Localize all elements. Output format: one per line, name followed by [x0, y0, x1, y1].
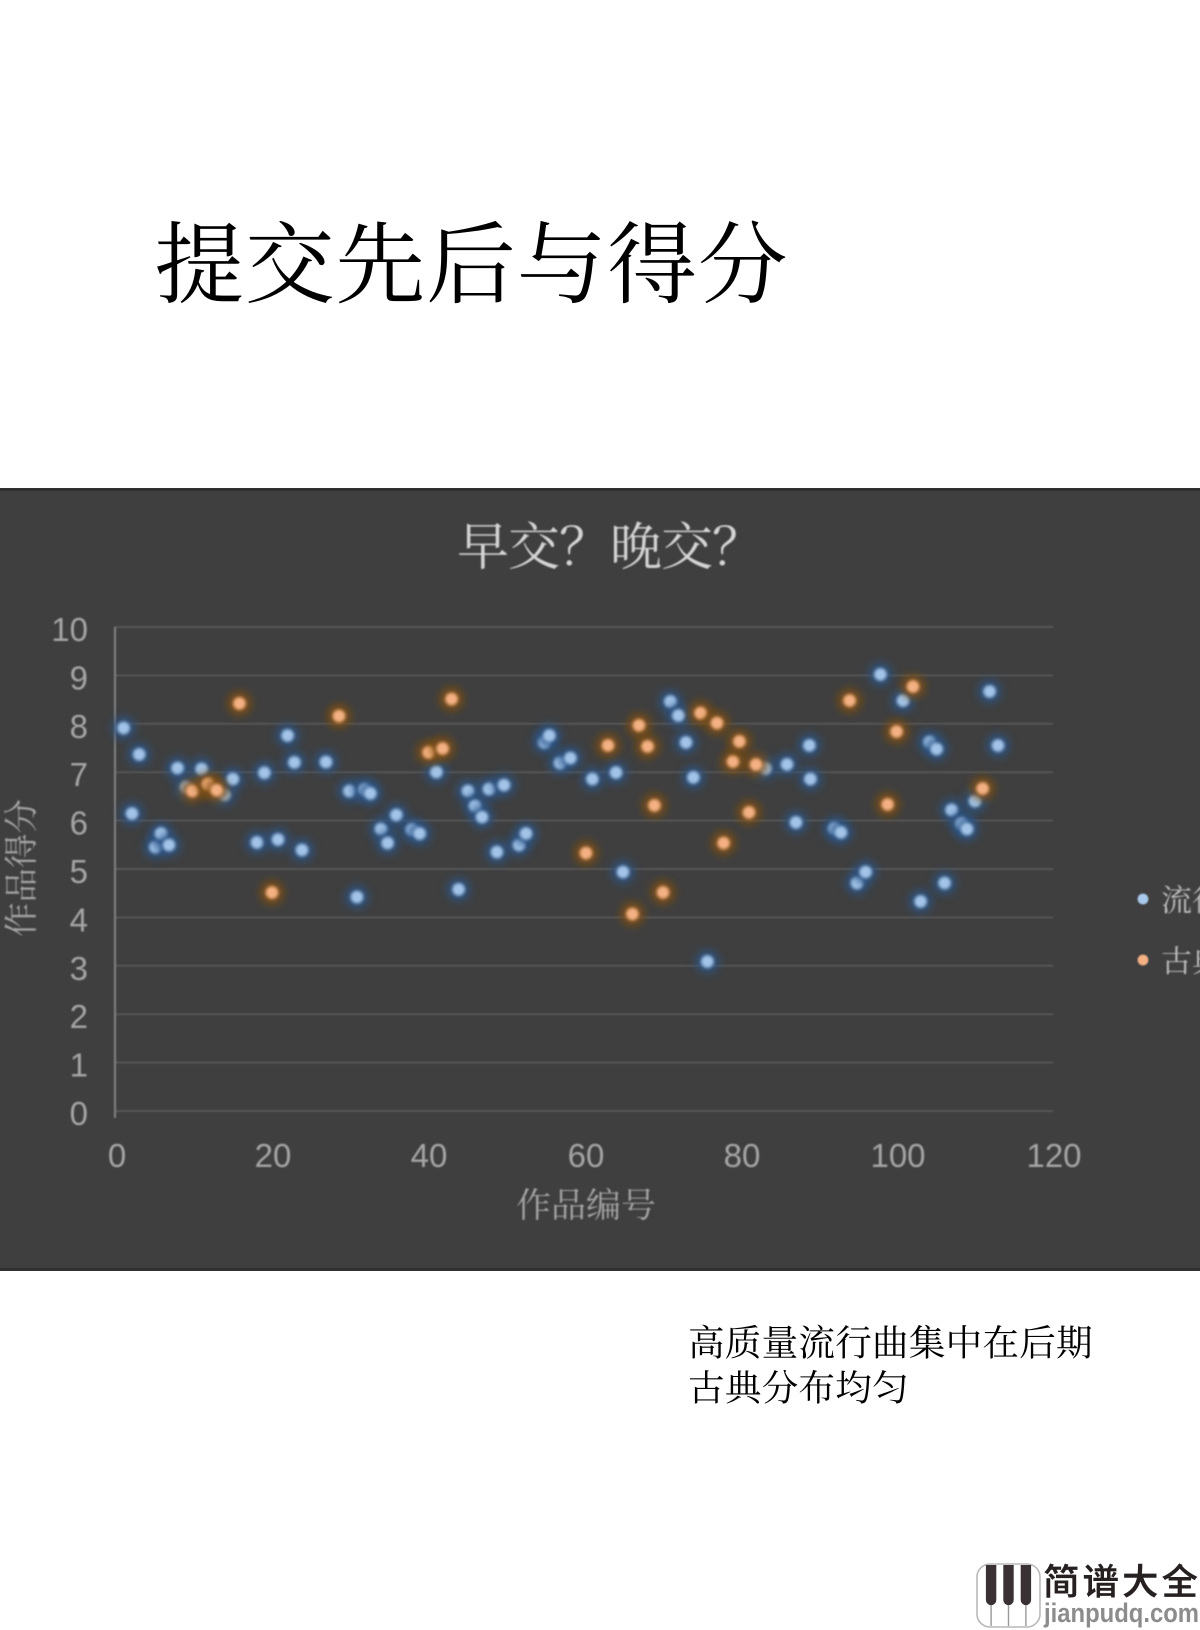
svg-text:6: 6: [70, 805, 88, 842]
svg-text:8: 8: [70, 708, 88, 745]
svg-text:3: 3: [70, 950, 88, 987]
svg-text:2: 2: [70, 998, 88, 1035]
svg-text:100: 100: [870, 1137, 925, 1174]
svg-text:9: 9: [70, 659, 88, 696]
svg-text:20: 20: [255, 1137, 292, 1174]
svg-text:0: 0: [70, 1095, 88, 1132]
svg-text:1: 1: [70, 1047, 88, 1084]
svg-text:jianpudq.com: jianpudq.com: [1043, 1598, 1199, 1628]
svg-text:5: 5: [70, 853, 88, 890]
svg-text:0: 0: [108, 1137, 126, 1174]
svg-text:40: 40: [411, 1137, 448, 1174]
svg-text:10: 10: [51, 611, 88, 648]
svg-text:80: 80: [724, 1137, 761, 1174]
svg-text:7: 7: [70, 756, 88, 793]
svg-text:60: 60: [568, 1137, 605, 1174]
svg-text:4: 4: [70, 901, 88, 938]
svg-text:120: 120: [1026, 1137, 1081, 1174]
